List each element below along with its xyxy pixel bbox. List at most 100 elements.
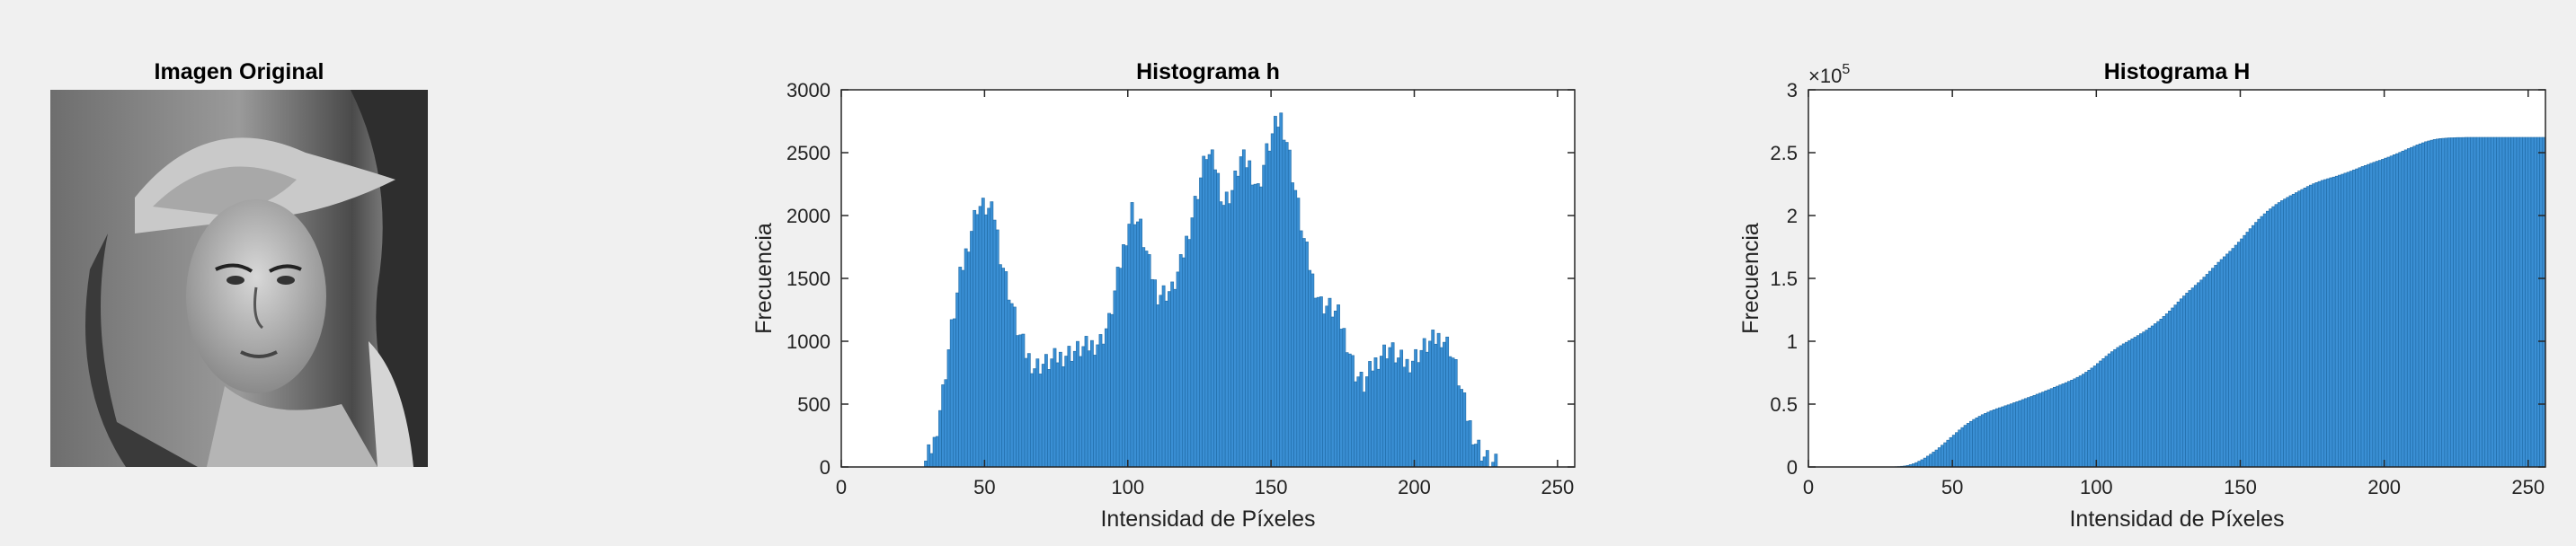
histogram-H-bar xyxy=(2271,206,2276,468)
histogram-h-bar xyxy=(1173,288,1177,468)
histogram-h-bar xyxy=(1210,149,1214,468)
histogram-H-bar xyxy=(1963,425,1968,468)
histogram-H-bar xyxy=(2484,136,2489,468)
histogram-H-bar xyxy=(2113,348,2118,468)
histogram-h-xtick-label: 250 xyxy=(1541,476,1575,498)
histogram-h-bar xyxy=(944,379,948,468)
histogram-H-bar xyxy=(1992,409,1996,468)
histogram-H-bar xyxy=(2280,200,2284,468)
histogram-h-bar xyxy=(1345,352,1349,468)
histogram-h-bar xyxy=(1445,336,1450,468)
histogram-H-bar xyxy=(2073,378,2077,468)
histogram-h-bar xyxy=(1007,299,1011,468)
histogram-H-bar xyxy=(2291,193,2296,468)
histogram-h-bar xyxy=(1265,143,1269,468)
histogram-H-bar xyxy=(2441,137,2446,468)
histogram-h-bar xyxy=(1164,300,1168,468)
histogram-h-bar xyxy=(1397,357,1400,468)
histogram-H-bar xyxy=(2338,174,2341,468)
histogram-h-bar xyxy=(1224,191,1229,468)
histogram-h-bar xyxy=(1110,313,1115,468)
histogram-h-bar xyxy=(1018,334,1023,468)
histogram-H-bar xyxy=(2461,136,2465,468)
histogram-h-bar xyxy=(1204,159,1209,468)
histogram-h-bars xyxy=(924,112,1498,468)
histogram-H-bar xyxy=(2395,153,2399,468)
histogram-H-ticks: 0 50 100 150 200 250 0 0.5 1 1.5 2 2.5 3 xyxy=(1770,79,2545,498)
histogram-h-bar xyxy=(1328,297,1332,468)
histogram-H-bar xyxy=(2329,177,2333,468)
histogram-H-bar xyxy=(2536,136,2540,468)
histogram-H-bar xyxy=(2309,184,2313,468)
histogram-H-xtick-label: 200 xyxy=(2367,476,2401,498)
histogram-h-bar xyxy=(1159,295,1163,468)
histogram-h-bar xyxy=(1373,357,1378,468)
histogram-H-bar xyxy=(2303,188,2307,468)
histogram-H-bar xyxy=(2499,136,2503,468)
histogram-h-bar xyxy=(958,267,963,468)
histogram-H-bar xyxy=(1960,427,1965,468)
histogram-H-bar xyxy=(2116,347,2120,468)
histogram-h-bar xyxy=(981,198,985,468)
histogram-H-bar xyxy=(2145,330,2149,468)
histogram-H-bar xyxy=(2207,270,2212,468)
histogram-h-bar xyxy=(1296,198,1301,468)
histogram-H-bar xyxy=(2023,398,2028,468)
histogram-h-bar xyxy=(1024,357,1028,468)
histogram-h-bar xyxy=(973,209,977,468)
histogram-h-bar xyxy=(1351,355,1355,468)
histogram-H-bar xyxy=(1986,411,1991,468)
histogram-H-bar xyxy=(2377,160,2382,468)
histogram-h-bar xyxy=(1356,376,1361,468)
histogram-H-bar xyxy=(2044,390,2048,468)
histogram-h-ytick-label: 0 xyxy=(820,456,831,479)
histogram-H-bar xyxy=(2297,190,2302,468)
histogram-h-bar xyxy=(1213,169,1217,468)
histogram-h-bar xyxy=(1419,349,1424,468)
histogram-h-bar xyxy=(1216,172,1221,468)
histogram-h-bar xyxy=(1139,218,1142,468)
histogram-H-bar xyxy=(2465,136,2468,468)
histogram-H-bar xyxy=(2392,154,2396,468)
histogram-h-bar xyxy=(1293,189,1298,468)
histogram-h-bar xyxy=(932,436,937,468)
histogram-h-bar xyxy=(1079,356,1083,468)
histogram-H-bar xyxy=(1972,418,1976,468)
histogram-H-bar xyxy=(2197,282,2200,468)
histogram-H-bar xyxy=(2323,179,2327,468)
histogram-h-bar xyxy=(1009,303,1014,468)
histogram-h-bar xyxy=(1448,356,1452,468)
histogram-h-bar xyxy=(1460,389,1463,468)
histogram-H-bar xyxy=(2006,404,2011,468)
histogram-h-bar xyxy=(1414,348,1417,468)
histogram-H-xtick-label: 50 xyxy=(1941,476,1963,498)
histogram-h-bar xyxy=(1468,420,1472,468)
histogram-h-bar xyxy=(1170,281,1175,468)
histogram-h-bar xyxy=(941,384,946,468)
histogram-h-bar xyxy=(1144,251,1149,468)
histogram-H-bar xyxy=(2231,248,2235,468)
histogram-h-bar xyxy=(1339,329,1344,468)
histogram-H-bar xyxy=(2179,298,2183,468)
histogram-h-bar xyxy=(1422,338,1426,468)
histogram-h-bar xyxy=(1070,360,1074,468)
image-panel: Imagen Original xyxy=(50,59,428,467)
histogram-H-bar xyxy=(2403,149,2408,468)
histogram-h-bar xyxy=(1233,171,1238,468)
histogram-H-bar xyxy=(2444,137,2448,468)
histogram-H-ytick-label: 2 xyxy=(1787,205,1798,227)
histogram-H-bar xyxy=(2205,274,2209,468)
histogram-h-bar xyxy=(1399,349,1404,468)
histogram-h-bar xyxy=(1041,364,1045,468)
histogram-h-bar xyxy=(961,269,965,468)
histogram-h-bar xyxy=(1202,155,1206,468)
histogram-h-bar xyxy=(1141,247,1146,468)
histogram-H-exponent: ×105 xyxy=(1808,62,1850,87)
histogram-h-xtick-label: 100 xyxy=(1111,476,1144,498)
histogram-H-bar xyxy=(2075,376,2080,468)
histogram-h-bar xyxy=(1482,456,1487,468)
histogram-h-ylabel: Frecuencia xyxy=(751,223,777,334)
histogram-H-bar xyxy=(2015,401,2020,468)
histogram-H-bar xyxy=(2456,136,2460,468)
histogram-H-bar xyxy=(2168,311,2172,468)
